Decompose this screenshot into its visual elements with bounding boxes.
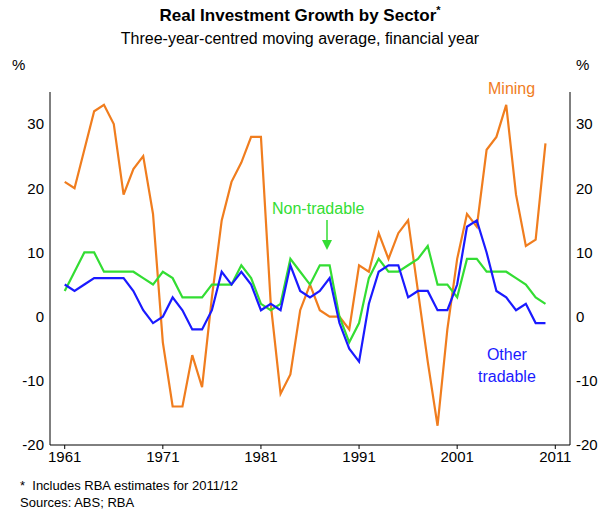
html-text:Non-tradable: Non-tradable <box>272 200 365 217</box>
html-text:Three-year-centred moving aver: Three-year-centred moving average, finan… <box>120 30 480 47</box>
svg-text:30: 30 <box>27 115 44 132</box>
svg-text:1991: 1991 <box>342 448 375 465</box>
svg-text:1971: 1971 <box>146 448 179 465</box>
html-text:Real Investment Growth by Sect: Real Investment Growth by Sector* <box>159 4 441 25</box>
svg-text:1961: 1961 <box>48 448 81 465</box>
svg-text:10: 10 <box>27 244 44 261</box>
svg-text:1981: 1981 <box>244 448 277 465</box>
svg-text:0: 0 <box>576 308 584 325</box>
svg-text:-10: -10 <box>576 372 592 389</box>
html-text:Mining: Mining <box>488 80 536 97</box>
svg-text:30: 30 <box>576 115 592 132</box>
svg-text:-20: -20 <box>576 436 592 453</box>
svg-text:0: 0 <box>36 308 44 325</box>
html-text:Other: Other <box>486 346 527 363</box>
svg-text:20: 20 <box>27 180 44 197</box>
svg-text:2001: 2001 <box>440 448 473 465</box>
svg-text:-10: -10 <box>22 372 44 389</box>
svg-text:-20: -20 <box>22 436 44 453</box>
svg-text:20: 20 <box>576 180 592 197</box>
html-text:tradable: tradable <box>478 368 536 385</box>
html-text:* Includes RBA estimates for 2: * Includes RBA estimates for 2011/12 <box>20 478 238 493</box>
svg-text:2011: 2011 <box>539 448 571 465</box>
html-text:Sources: ABS; RBA: Sources: ABS; RBA <box>20 495 135 510</box>
svg-text:10: 10 <box>576 244 592 261</box>
